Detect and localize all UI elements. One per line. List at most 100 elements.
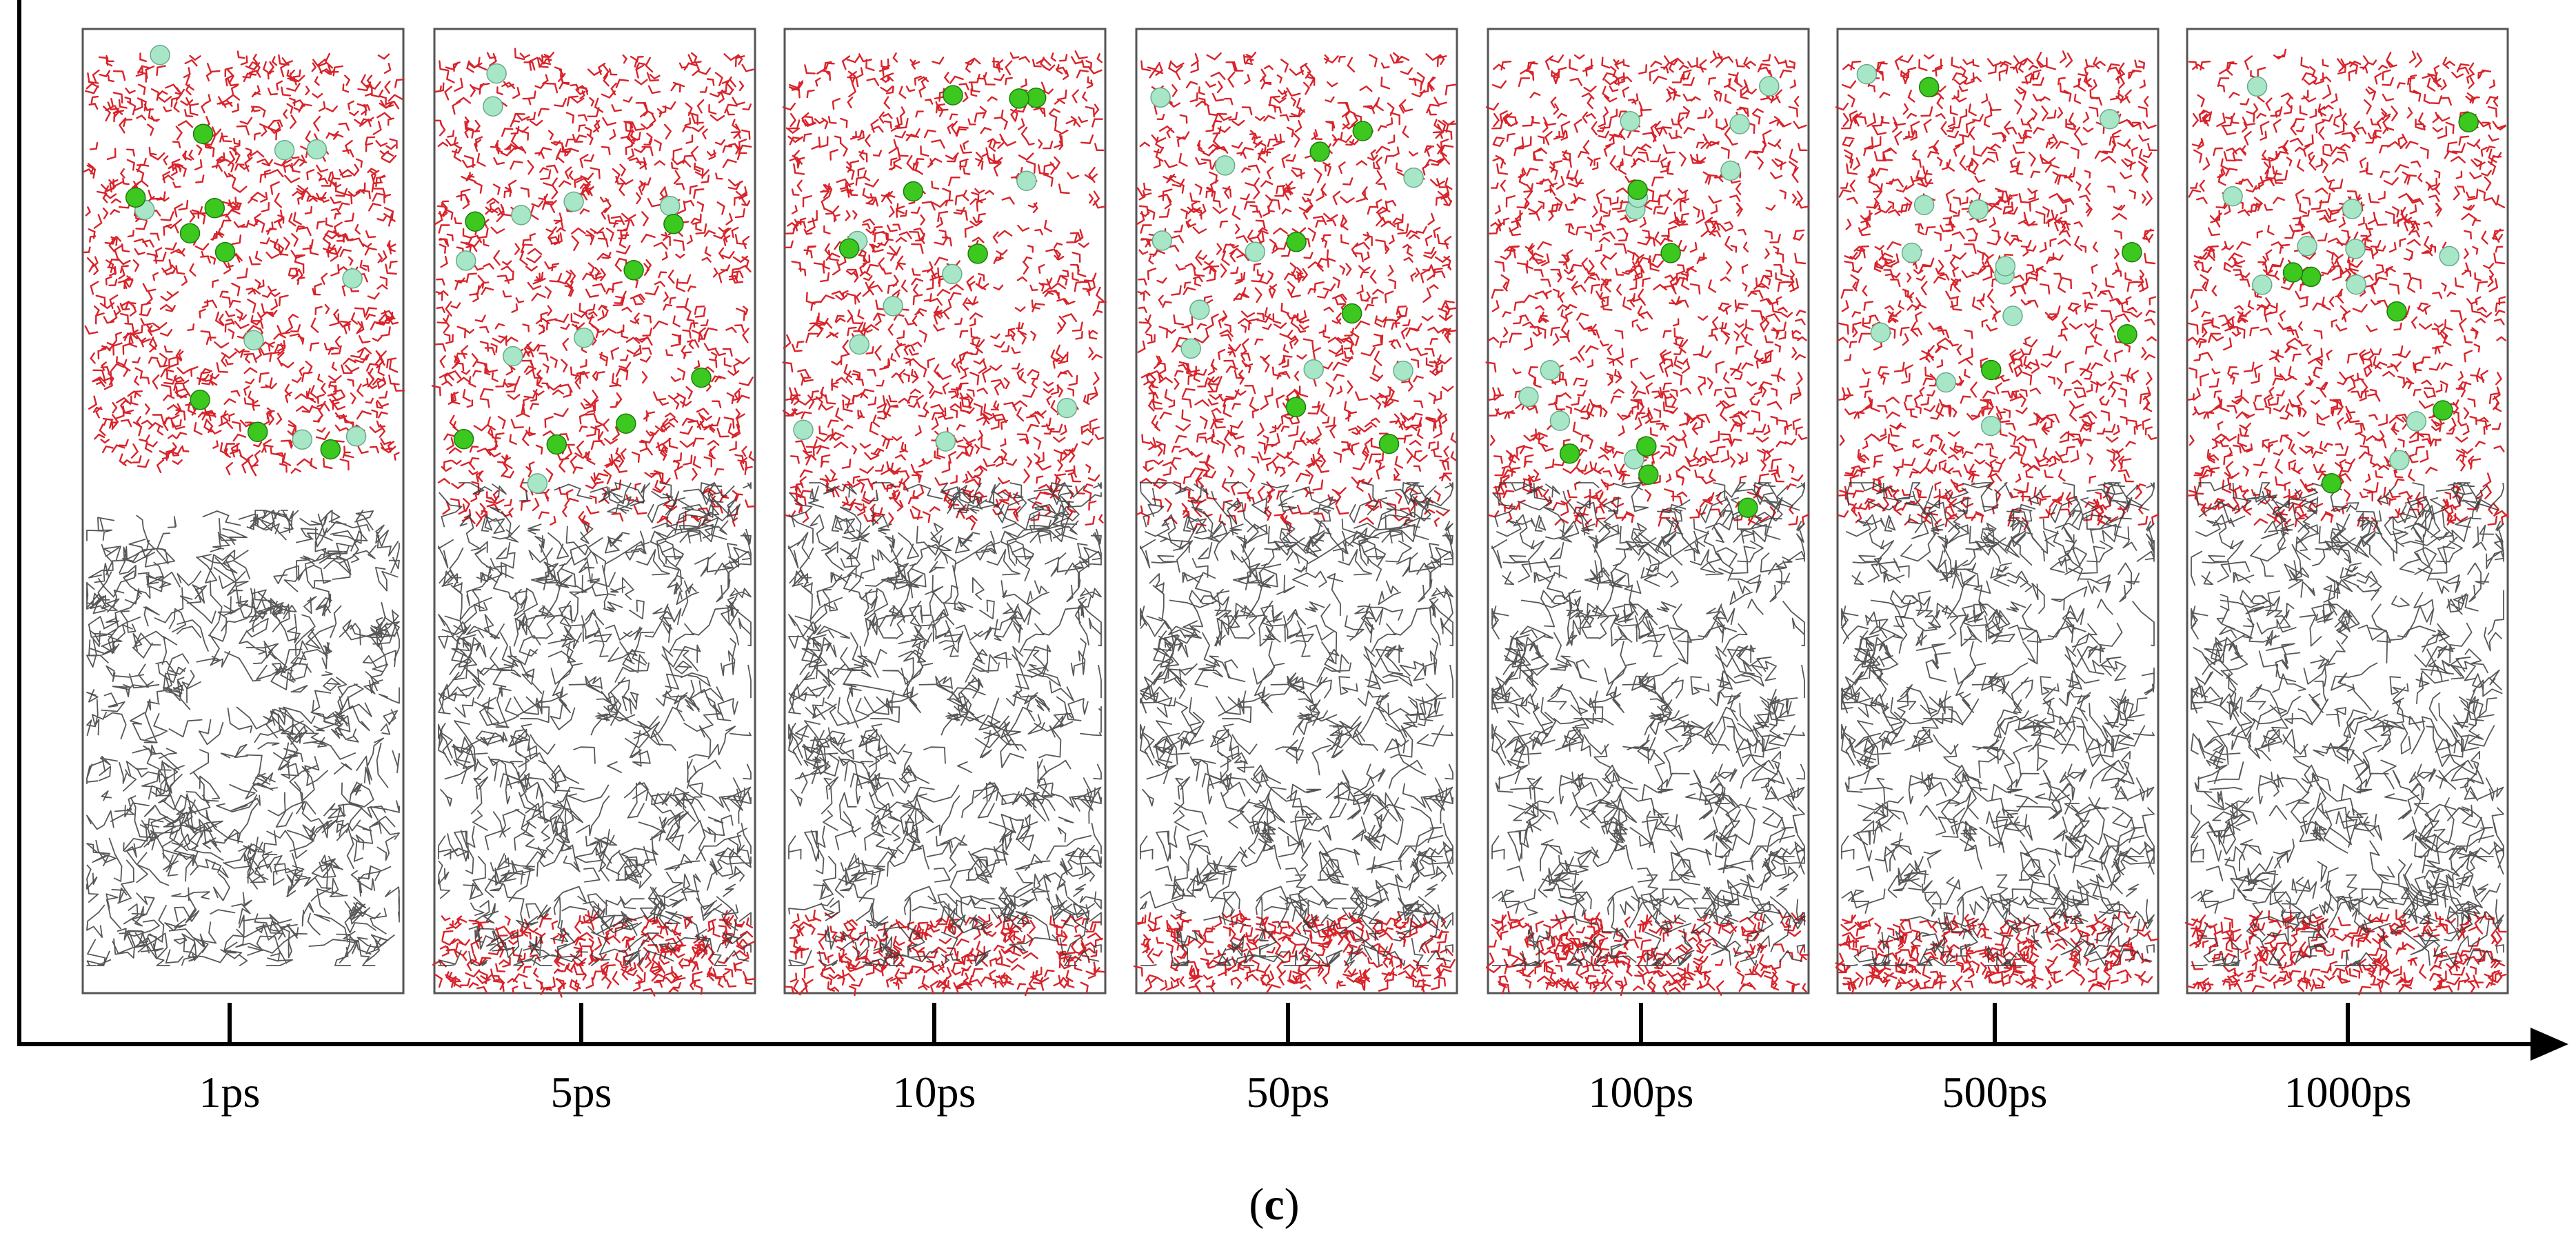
dark-ion-sphere	[967, 243, 988, 264]
dark-ion-sphere	[179, 223, 201, 243]
dark-ion-sphere	[453, 428, 474, 450]
panel-frame	[783, 28, 1107, 995]
dark-ion-sphere	[1638, 464, 1659, 485]
dark-ion-sphere	[1341, 303, 1362, 324]
snapshot-panel-5ps	[431, 28, 756, 998]
light-ion-sphere	[849, 334, 870, 355]
light-ion-sphere	[274, 139, 295, 161]
panel-frame	[81, 28, 405, 995]
light-ion-sphere	[1150, 87, 1171, 108]
dark-ion-sphere	[2433, 400, 2453, 421]
time-axis	[17, 0, 2568, 1061]
light-ion-sphere	[1518, 386, 1539, 408]
time-label-100ps: 100ps	[1589, 1068, 1694, 1117]
light-ion-sphere	[1980, 415, 2002, 437]
dark-ion-sphere	[1918, 77, 1940, 98]
dark-ion-sphere	[1981, 359, 2002, 381]
snapshot-panel-100ps	[1485, 28, 1810, 997]
dark-ion-sphere	[663, 214, 684, 234]
time-label-10ps: 10ps	[893, 1068, 976, 1117]
dark-ion-sphere	[2386, 301, 2407, 322]
light-ion-sphere	[1303, 359, 1324, 380]
light-ion-sphere	[793, 419, 814, 441]
light-ion-sphere	[455, 250, 476, 271]
polymer-network	[1140, 482, 1453, 966]
light-ion-sphere	[345, 426, 367, 447]
light-ion-sphere	[1245, 241, 1266, 262]
dark-ion-sphere	[2117, 324, 2137, 345]
polymer-network	[1491, 482, 1805, 966]
dark-ion-sphere	[320, 439, 341, 460]
light-ion-sphere	[2002, 306, 2023, 326]
dark-ion-sphere	[1378, 433, 1400, 454]
light-ion-sphere	[1151, 230, 1173, 251]
light-ion-sphere	[2439, 246, 2459, 267]
light-ion-sphere	[1720, 160, 1741, 181]
light-ion-sphere	[511, 205, 532, 226]
dark-ion-sphere	[1627, 179, 1648, 200]
time-label-50ps: 50ps	[1247, 1068, 1330, 1117]
light-ion-sphere	[1056, 397, 1078, 419]
light-ion-sphere	[1935, 372, 1956, 393]
snapshot-panels	[81, 28, 2509, 998]
water-molecules-bottom	[1133, 909, 1456, 994]
polymer-network	[86, 510, 400, 966]
dark-ion-sphere	[1738, 497, 1758, 518]
dark-ion-sphere	[2300, 266, 2322, 288]
light-ion-sphere	[935, 431, 956, 452]
light-ion-sphere	[2252, 274, 2273, 295]
light-ion-sphere	[1901, 242, 1922, 263]
dark-ion-sphere	[2122, 241, 2142, 263]
axis-arrowhead	[2530, 1028, 2568, 1061]
light-ion-sphere	[1189, 299, 1210, 320]
polymer-network	[1841, 482, 2155, 966]
light-ion-sphere	[292, 429, 313, 450]
light-ion-sphere	[1549, 410, 1571, 431]
snapshot-panel-50ps	[1133, 28, 1458, 995]
dark-ion-sphere	[1636, 436, 1657, 457]
time-label-1000ps: 1000ps	[2284, 1068, 2412, 1117]
dark-ion-sphere	[623, 260, 644, 281]
light-ion-sphere	[1624, 449, 1644, 470]
dark-ion-sphere	[1009, 88, 1029, 109]
panel-frame	[1487, 28, 1810, 995]
light-ion-sphere	[1403, 167, 1424, 188]
time-label-500ps: 500ps	[1942, 1068, 2048, 1117]
water-molecules-top	[1485, 50, 1810, 532]
light-ion-sphere	[1393, 360, 1413, 381]
light-ion-sphere	[486, 63, 507, 84]
dark-ion-sphere	[616, 413, 636, 434]
light-ion-sphere	[503, 346, 523, 367]
time-ticks: 1ps 5ps 10ps 50ps 100ps 500ps 1000ps	[199, 1003, 2412, 1117]
dark-ion-sphere	[465, 211, 485, 232]
light-ion-sphere	[1759, 76, 1780, 97]
light-ion-sphere	[2389, 450, 2410, 471]
light-ion-sphere	[1995, 256, 2016, 277]
water-molecules-top	[782, 50, 1107, 531]
light-ion-sphere	[2246, 76, 2268, 97]
dark-ion-sphere	[903, 181, 924, 202]
light-ion-sphere	[1913, 194, 1935, 215]
light-ion-sphere	[150, 44, 170, 66]
light-ion-sphere	[243, 330, 264, 350]
light-ion-sphere	[1620, 111, 1640, 132]
light-ion-sphere	[574, 327, 594, 348]
dark-ion-sphere	[838, 238, 860, 259]
dark-ion-sphere	[247, 421, 268, 442]
light-ion-sphere	[1214, 155, 1236, 176]
light-ion-sphere	[883, 296, 903, 317]
water-molecules-top	[431, 48, 756, 533]
light-ion-sphere	[306, 139, 328, 160]
dark-ion-sphere	[204, 197, 225, 219]
snapshot-panel-500ps	[1835, 28, 2160, 995]
light-ion-sphere	[1540, 359, 1561, 381]
light-ion-sphere	[942, 263, 963, 285]
light-ion-sphere	[1968, 199, 1989, 220]
dark-ion-sphere	[691, 367, 712, 388]
dark-ion-sphere	[546, 434, 567, 455]
snapshot-panel-1000ps	[2184, 28, 2509, 996]
panel-frame	[1135, 28, 1458, 995]
figure-caption: (c)	[1249, 1179, 1299, 1230]
light-ion-sphere	[1016, 170, 1037, 191]
water-molecules-bottom	[1485, 909, 1810, 997]
